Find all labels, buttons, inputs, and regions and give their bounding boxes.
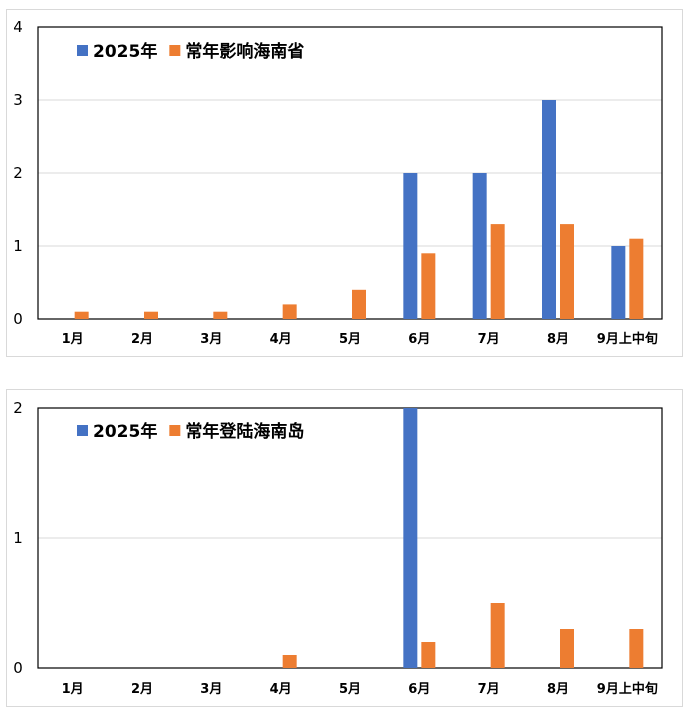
x-tick-label: 6月 [408, 332, 430, 347]
bar-series-2 [282, 304, 297, 319]
y-tick-label: 1 [13, 529, 23, 547]
plot-area-border [37, 26, 663, 320]
bar-series-2 [213, 311, 228, 319]
x-tick-label: 1月 [62, 682, 84, 697]
bar-series-2 [74, 311, 89, 319]
bar-series-2 [144, 311, 158, 319]
bar-series-2 [282, 655, 297, 668]
legend-swatch [169, 45, 181, 56]
bar-series-2 [421, 253, 436, 319]
x-tick-label: 9月上中旬 [597, 331, 658, 347]
legend-label: 2025年 [93, 421, 157, 442]
legend-swatch [77, 425, 88, 436]
x-tick-label: 8月 [547, 332, 569, 347]
bar-series-2 [560, 224, 574, 319]
x-tick-label: 9月上中旬 [597, 681, 658, 697]
bar-series-2 [490, 603, 505, 668]
bar-series-2 [352, 289, 366, 319]
x-tick-label: 7月 [478, 682, 500, 697]
y-tick-label: 2 [13, 164, 23, 182]
y-tick-label: 2 [13, 399, 23, 417]
legend-swatch [169, 425, 181, 436]
chart-1-plot: 0 1 2 3 4 1月 2月 3月 4月 5月 6月 7月 8月 9月上中旬 2025年 常年影响海南省 [13, 18, 663, 347]
bar-series-2 [490, 224, 505, 319]
bar-series-1 [472, 173, 487, 319]
bar-series-2 [421, 642, 436, 668]
bar-series-1 [611, 246, 626, 319]
legend-label: 常年影响海南省 [185, 41, 304, 62]
x-tick-label: 1月 [62, 332, 84, 347]
bar-series-1 [403, 173, 418, 319]
x-tick-label: 3月 [200, 682, 222, 697]
x-tick-label: 2月 [131, 682, 153, 697]
y-tick-label: 4 [13, 18, 23, 36]
y-tick-label: 0 [13, 659, 23, 677]
bar-series-2 [629, 238, 644, 319]
x-tick-label: 2月 [131, 332, 153, 347]
bar-series-1 [542, 100, 556, 319]
legend-label: 2025年 [93, 41, 157, 62]
plot-area-border [37, 407, 663, 669]
x-tick-label: 4月 [270, 332, 292, 347]
bar-series-2 [560, 629, 574, 668]
x-tick-label: 8月 [547, 682, 569, 697]
x-tick-label: 3月 [200, 332, 222, 347]
x-tick-label: 5月 [339, 682, 361, 697]
y-tick-label: 3 [13, 91, 23, 109]
x-tick-label: 7月 [478, 332, 500, 347]
bar-series-1 [403, 408, 418, 668]
x-tick-label: 5月 [339, 332, 361, 347]
x-tick-label: 4月 [270, 682, 292, 697]
x-tick-label: 6月 [408, 682, 430, 697]
legend-swatch [77, 45, 88, 56]
legend-label: 常年登陆海南岛 [185, 421, 304, 442]
y-tick-label: 0 [13, 310, 23, 328]
chart-2-plot: 0 1 2 1月 2月 3月 4月 5月 6月 7月 8月 9月上中旬 2025年 常年登陆海南岛 [13, 399, 663, 697]
y-tick-label: 1 [13, 237, 23, 255]
bar-series-2 [629, 629, 644, 668]
